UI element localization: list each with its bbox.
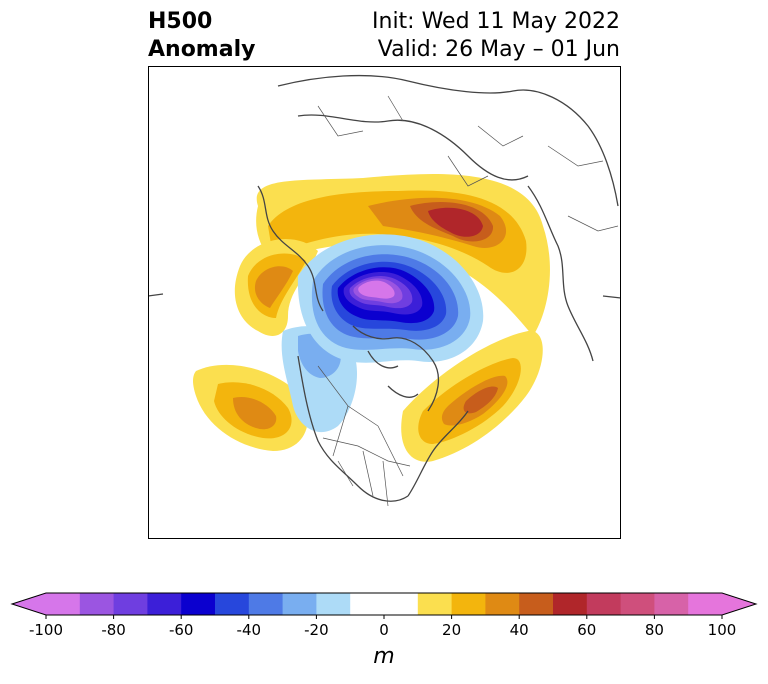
colorbar-unit-label: m — [373, 644, 395, 669]
colorbar-tick-label: 40 — [510, 621, 529, 639]
ridge-northeast-pacific — [193, 364, 308, 451]
colorbar-bin — [417, 593, 453, 615]
colorbar-bin — [384, 593, 419, 615]
colorbar-tick-label: 60 — [577, 621, 596, 639]
ridge-eurasia — [256, 173, 550, 336]
colorbar-bin — [316, 593, 351, 615]
ridge-northwest-atlantic — [401, 330, 543, 462]
colorbar-bin — [113, 593, 148, 615]
colorbar-tick-label: -80 — [101, 621, 126, 639]
colorbar-bin — [350, 593, 385, 615]
colorbar-tick-label: -20 — [304, 621, 329, 639]
colorbar-bin — [79, 593, 115, 615]
title-variable: H500 — [148, 9, 213, 34]
colorbar-under-arrow — [12, 593, 46, 615]
colorbar-bin — [586, 593, 622, 615]
title-right: Init: Wed 11 May 2022 Valid: 26 May – 01… — [372, 8, 620, 64]
colorbar-tick-label: 0 — [379, 621, 389, 639]
colorbar-bin — [147, 593, 182, 615]
colorbar-tick-label: 20 — [442, 621, 461, 639]
trough-arctic — [297, 234, 484, 363]
map-frame — [148, 66, 621, 539]
colorbar-bin — [519, 593, 554, 615]
colorbar-bin — [181, 593, 216, 615]
political-borders — [317, 95, 619, 507]
colorbar-tick-label: -100 — [29, 621, 63, 639]
colorbar-tick-label: 80 — [645, 621, 664, 639]
colorbar-tick-label: -60 — [169, 621, 194, 639]
colorbar-over-arrow — [722, 593, 756, 615]
colorbar-bin — [451, 593, 486, 615]
colorbar-bin — [688, 593, 723, 615]
colorbar-bin — [248, 593, 284, 615]
colorbar-bin — [215, 593, 250, 615]
title-field: Anomaly — [148, 37, 256, 62]
title-init-date: Init: Wed 11 May 2022 — [372, 9, 620, 34]
colorbar-bin — [553, 593, 588, 615]
colorbar-bin — [282, 593, 317, 615]
title-left: H500 Anomaly — [148, 8, 255, 64]
colorbar-bin — [620, 593, 655, 615]
colorbar-bin — [46, 593, 81, 615]
coastlines — [148, 74, 621, 502]
anomaly-map — [148, 66, 621, 539]
colorbar-tick-label: -40 — [237, 621, 262, 639]
colorbar-tick-label: 100 — [708, 621, 737, 639]
colorbar-bin — [485, 593, 520, 615]
colorbar: -100 -80 -60 -40 -20 0 20 40 60 80 100 — [10, 592, 758, 639]
colorbar-bin — [654, 593, 689, 615]
title-valid-range: Valid: 26 May – 01 Jun — [377, 37, 620, 62]
ridge-alaska — [234, 239, 318, 336]
